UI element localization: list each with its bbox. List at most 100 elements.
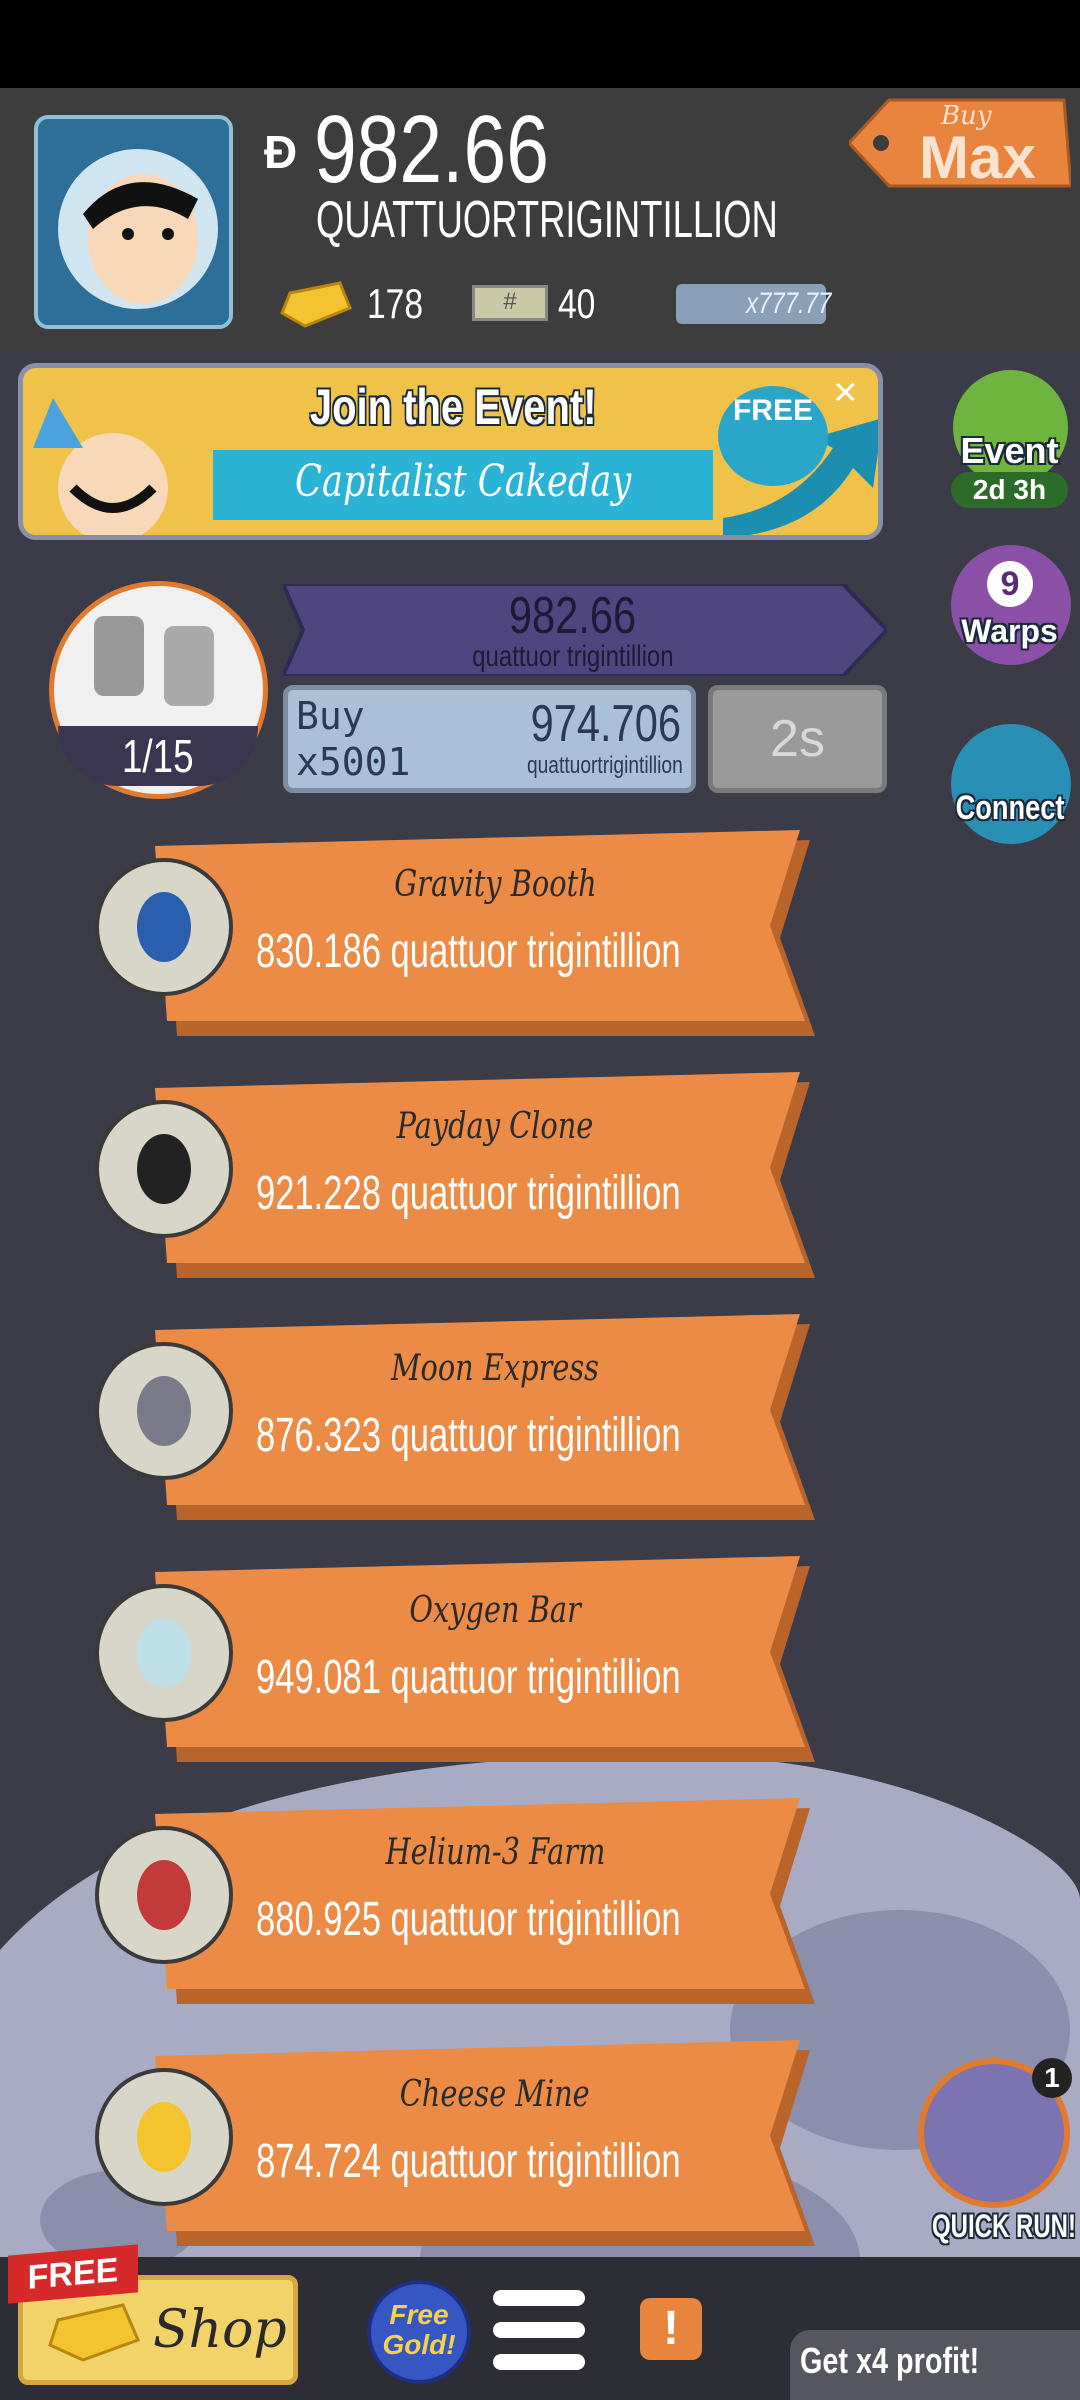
- manager-icon: [95, 1342, 233, 1480]
- manager-price: 921.228 quattuor trigintillion: [256, 1166, 846, 1221]
- banner-subtitle: Capitalist Cakeday: [213, 456, 713, 507]
- banner-subtitle-text: Capitalist Cakeday: [294, 456, 632, 507]
- warps-label: Warps: [961, 613, 1058, 649]
- buy-cost: 974.706: [493, 694, 681, 754]
- gold-icon: [280, 281, 352, 328]
- buy-max-large: Max: [919, 124, 1036, 191]
- revenue-unit: quattuor trigintillion: [283, 640, 863, 674]
- ribbon: [155, 1556, 815, 1762]
- manager-name: Oxygen Bar: [250, 1590, 740, 1631]
- manager-icon: [95, 858, 233, 996]
- connect-label: Connect: [941, 789, 1078, 828]
- buy-cost-unit-text: quattuortrigintillion: [527, 752, 683, 779]
- event-button[interactable]: Event 2d 3h: [941, 360, 1078, 508]
- quick-run-label-text: QUICK RUN!: [931, 2208, 1076, 2244]
- manager-price: 876.323 quattuor trigintillion: [256, 1408, 846, 1463]
- manager-icon-art: [137, 2102, 191, 2172]
- alert-button[interactable]: !: [640, 2298, 702, 2360]
- quick-run-count: 1: [1032, 2058, 1072, 2098]
- business-icon[interactable]: 1/15: [49, 581, 268, 799]
- buy-button[interactable]: Buy x5001 974.706 quattuortrigintillion: [283, 685, 696, 793]
- manager-icon: [95, 2068, 233, 2206]
- money-value: 982.66: [314, 96, 549, 203]
- free-gold-button[interactable]: Free Gold!: [367, 2280, 471, 2384]
- banner-title-text: Join the Event!: [309, 379, 597, 435]
- revenue-bar: [283, 584, 887, 676]
- manager-name: Cheese Mine: [250, 2074, 740, 2115]
- revenue-unit-text: quattuor trigintillion: [472, 640, 674, 673]
- gold-count-text: 178: [367, 280, 424, 327]
- buy-quantity: x5001: [296, 740, 411, 784]
- avatar[interactable]: [34, 115, 233, 329]
- manager-icon: [95, 1100, 233, 1238]
- business-level: 1/15: [58, 726, 258, 786]
- banner-ribbon: [213, 450, 713, 520]
- manager-price-text: 876.323 quattuor trigintillion: [256, 1409, 681, 1462]
- buy-max-tag: [849, 98, 1071, 188]
- manager-price: 880.925 quattuor trigintillion: [256, 1892, 846, 1947]
- manager-icon-art: [137, 892, 191, 962]
- ribbon: [155, 1072, 815, 1278]
- connect-label-text: Connect: [955, 789, 1064, 827]
- manager-name-text: Moon Express: [391, 1348, 599, 1389]
- moon-boots: [94, 616, 214, 706]
- manager-price: 949.081 quattuor trigintillion: [256, 1650, 846, 1705]
- multiplier[interactable]: x777.77: [676, 284, 831, 324]
- megabucks-icon: #: [472, 285, 548, 321]
- manager-row[interactable]: Helium-3 Farm 880.925 quattuor trigintill…: [0, 1794, 860, 2004]
- buy-cost-text: 974.706: [530, 695, 681, 753]
- shop-gold-icon: [48, 2303, 141, 2362]
- manager-row[interactable]: Oxygen Bar 949.081 quattuor trigintillion: [0, 1552, 860, 1762]
- manager-price-text: 830.186 quattuor trigintillion: [256, 925, 681, 978]
- manager-name-text: Oxygen Bar: [409, 1590, 581, 1631]
- banner-title: Join the Event!: [23, 378, 878, 436]
- connect-button[interactable]: Connect: [941, 719, 1078, 849]
- manager-name: Helium-3 Farm: [250, 1832, 740, 1873]
- manager-name: Gravity Booth: [250, 864, 740, 905]
- profit-button[interactable]: Get x4 profit!: [790, 2330, 1080, 2400]
- buy-max-button[interactable]: Buy Max: [849, 95, 1071, 191]
- money: 982.66: [314, 100, 608, 200]
- manager-row[interactable]: Payday Clone 921.228 quattuor trigintilli…: [0, 1068, 860, 1278]
- buy-max-small: Buy: [941, 101, 992, 131]
- manager-price-text: 880.925 quattuor trigintillion: [256, 1893, 681, 1946]
- event-icon: [953, 370, 1068, 485]
- ribbon-body: [155, 1314, 805, 1505]
- gold-count: 178: [367, 280, 437, 328]
- manager-icon: [95, 1826, 233, 1964]
- banner-close[interactable]: ×: [833, 368, 858, 415]
- quick-run-button[interactable]: 1 QUICK RUN!: [918, 2058, 1078, 2248]
- ribbon-body: [155, 830, 805, 1021]
- manager-name-text: Helium-3 Farm: [385, 1832, 605, 1873]
- money-unit-text: QUATTUORTRIGINTILLION: [316, 191, 778, 249]
- menu-button[interactable]: [493, 2285, 585, 2375]
- avatar-face: [58, 149, 218, 309]
- manager-price: 830.186 quattuor trigintillion: [256, 924, 846, 979]
- money-unit: QUATTUORTRIGINTILLION: [316, 192, 976, 248]
- warps-button[interactable]: 9 Warps: [941, 535, 1078, 673]
- connect-icon: [951, 724, 1071, 844]
- megabucks-count: 40: [558, 280, 605, 328]
- manager-row[interactable]: Gravity Booth 830.186 quattuor trigintill…: [0, 826, 860, 1036]
- manager-icon-art: [137, 1618, 191, 1688]
- ribbon-body: [155, 1798, 805, 1989]
- manager-icon-art: [137, 1860, 191, 1930]
- manager-price: 874.724 quattuor trigintillion: [256, 2134, 846, 2189]
- manager-row[interactable]: Cheese Mine 874.724 quattuor trigintillio…: [0, 2036, 860, 2246]
- manager-row[interactable]: Moon Express 876.323 quattuor trigintilli…: [0, 1310, 860, 1520]
- ribbon: [155, 1314, 815, 1520]
- event-banner[interactable]: Join the Event! Capitalist Cakeday FREE …: [18, 363, 883, 540]
- banner-free-badge: FREE: [718, 386, 828, 486]
- currency-symbol: Đ: [264, 126, 298, 178]
- quick-run-label: QUICK RUN!: [908, 2208, 1078, 2245]
- event-label: Event: [960, 430, 1059, 471]
- revenue-value: 982.66: [509, 587, 637, 645]
- manager-name-text: Cheese Mine: [400, 2074, 590, 2115]
- buy-label: Buy: [296, 694, 365, 738]
- manager-price-text: 874.724 quattuor trigintillion: [256, 2135, 681, 2188]
- timer: 2s: [708, 685, 887, 793]
- ribbon: [155, 830, 815, 1036]
- revenue: 982.66: [283, 586, 863, 646]
- profit-label: Get x4 profit!: [800, 2340, 1024, 2382]
